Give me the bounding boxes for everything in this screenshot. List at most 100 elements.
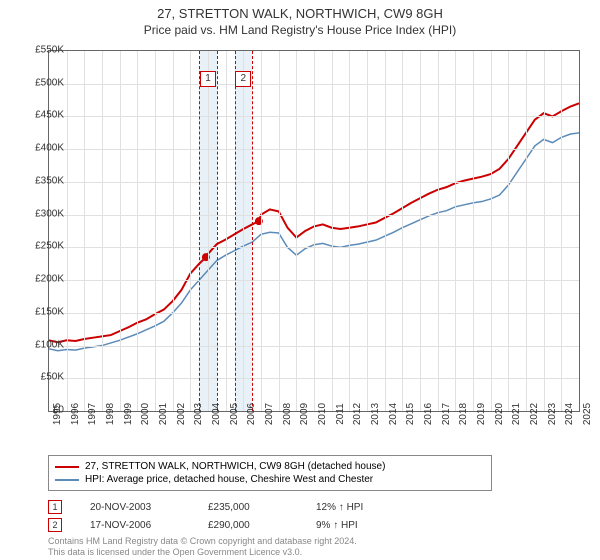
y-axis-label: £250K — [14, 241, 64, 252]
legend-item: 27, STRETTON WALK, NORTHWICH, CW9 8GH (d… — [55, 460, 485, 473]
x-axis-label: 1997 — [87, 403, 98, 425]
x-axis-label: 2001 — [158, 403, 169, 425]
gridline-v — [84, 51, 85, 411]
x-axis-label: 2004 — [211, 403, 222, 425]
x-axis-label: 2009 — [299, 403, 310, 425]
y-axis-label: £450K — [14, 110, 64, 121]
x-axis-label: 2000 — [140, 403, 151, 425]
sale-marker-box: 1 — [200, 71, 216, 87]
x-axis-label: 2023 — [547, 403, 558, 425]
gridline-v — [438, 51, 439, 411]
legend-swatch — [55, 479, 79, 481]
x-axis-label: 2019 — [476, 403, 487, 425]
gridline-v — [491, 51, 492, 411]
sales-table: 1 20-NOV-2003 £235,000 12% ↑ HPI 2 17-NOV-200… — [48, 498, 363, 534]
sale-pct: 12% ↑ HPI — [316, 502, 363, 513]
gridline-v — [367, 51, 368, 411]
gridline-v — [243, 51, 244, 411]
gridline-v — [155, 51, 156, 411]
y-axis-label: £500K — [14, 77, 64, 88]
chart-title: 27, STRETTON WALK, NORTHWICH, CW9 8GH — [0, 0, 600, 21]
x-axis-label: 2005 — [229, 403, 240, 425]
gridline-v — [261, 51, 262, 411]
x-axis-label: 2024 — [564, 403, 575, 425]
sale-price: £290,000 — [208, 520, 288, 531]
x-axis-label: 1996 — [70, 403, 81, 425]
gridline-v — [314, 51, 315, 411]
x-axis-label: 2003 — [193, 403, 204, 425]
gridline-v — [385, 51, 386, 411]
x-axis-label: 2020 — [494, 403, 505, 425]
sale-row: 2 17-NOV-2006 £290,000 9% ↑ HPI — [48, 516, 363, 534]
x-axis-label: 2011 — [335, 403, 346, 425]
y-axis-label: £200K — [14, 274, 64, 285]
sale-marker-box: 2 — [235, 71, 251, 87]
footnote-line-1: Contains HM Land Registry data © Crown c… — [48, 536, 357, 547]
gridline-v — [226, 51, 227, 411]
x-axis-label: 2017 — [441, 403, 452, 425]
gridline-v — [120, 51, 121, 411]
gridline-v — [137, 51, 138, 411]
legend-item: HPI: Average price, detached house, Ches… — [55, 473, 485, 486]
gridline-v — [332, 51, 333, 411]
y-axis-label: £100K — [14, 339, 64, 350]
y-axis-label: £350K — [14, 175, 64, 186]
gridline-v — [508, 51, 509, 411]
x-axis-label: 2015 — [405, 403, 416, 425]
sale-band-border — [217, 51, 218, 411]
y-axis-label: £400K — [14, 143, 64, 154]
gridline-v — [190, 51, 191, 411]
chart-container: 27, STRETTON WALK, NORTHWICH, CW9 8GH Pr… — [0, 0, 600, 560]
gridline-v — [544, 51, 545, 411]
legend-label: HPI: Average price, detached house, Ches… — [85, 474, 373, 485]
y-axis-label: £300K — [14, 208, 64, 219]
gridline-v — [526, 51, 527, 411]
chart-subtitle: Price paid vs. HM Land Registry's House … — [0, 21, 600, 37]
sale-price: £235,000 — [208, 502, 288, 513]
chart-plot-area: 12 — [48, 50, 580, 412]
legend-swatch — [55, 466, 79, 468]
x-axis-label: 2025 — [582, 403, 593, 425]
x-axis-label: 1998 — [105, 403, 116, 425]
sale-row: 1 20-NOV-2003 £235,000 12% ↑ HPI — [48, 498, 363, 516]
gridline-v — [102, 51, 103, 411]
sale-band-border — [199, 51, 200, 411]
x-axis-label: 1999 — [123, 403, 134, 425]
y-axis-label: £150K — [14, 306, 64, 317]
gridline-v — [420, 51, 421, 411]
gridline-v — [561, 51, 562, 411]
x-axis-label: 2008 — [282, 403, 293, 425]
x-axis-label: 2006 — [246, 403, 257, 425]
gridline-v — [67, 51, 68, 411]
chart-legend: 27, STRETTON WALK, NORTHWICH, CW9 8GH (d… — [48, 455, 492, 491]
sale-date: 17-NOV-2006 — [90, 520, 180, 531]
x-axis-label: 2021 — [511, 403, 522, 425]
x-axis-label: 2018 — [458, 403, 469, 425]
footnote-line-2: This data is licensed under the Open Gov… — [48, 547, 357, 558]
x-axis-label: 2014 — [388, 403, 399, 425]
y-axis-label: £50K — [14, 372, 64, 383]
chart-footnote: Contains HM Land Registry data © Crown c… — [48, 536, 357, 558]
x-axis-label: 2012 — [352, 403, 363, 425]
gridline-v — [473, 51, 474, 411]
legend-label: 27, STRETTON WALK, NORTHWICH, CW9 8GH (d… — [85, 461, 385, 472]
x-axis-label: 1995 — [52, 403, 63, 425]
gridline-v — [208, 51, 209, 411]
sale-row-marker: 1 — [48, 500, 62, 514]
x-axis-label: 2016 — [423, 403, 434, 425]
gridline-v — [455, 51, 456, 411]
gridline-v — [349, 51, 350, 411]
sale-pct: 9% ↑ HPI — [316, 520, 358, 531]
gridline-v — [402, 51, 403, 411]
sale-band-border — [252, 51, 253, 411]
gridline-v — [173, 51, 174, 411]
x-axis-label: 2022 — [529, 403, 540, 425]
sale-band-border — [235, 51, 236, 411]
gridline-v — [279, 51, 280, 411]
x-axis-label: 2010 — [317, 403, 328, 425]
x-axis-label: 2007 — [264, 403, 275, 425]
x-axis-label: 2013 — [370, 403, 381, 425]
x-axis-label: 2002 — [176, 403, 187, 425]
sale-date: 20-NOV-2003 — [90, 502, 180, 513]
sale-row-marker: 2 — [48, 518, 62, 532]
